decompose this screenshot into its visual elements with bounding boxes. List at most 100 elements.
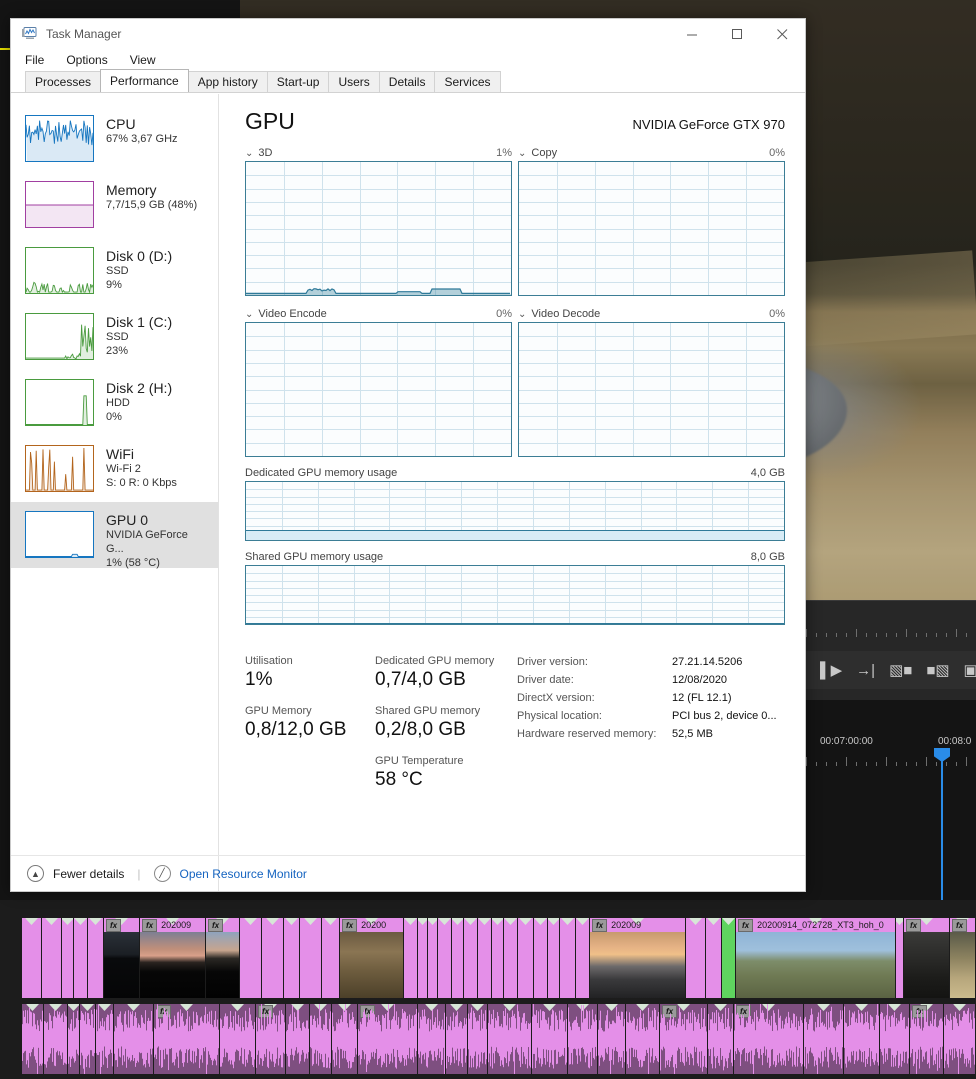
timeline-clip[interactable] xyxy=(518,918,534,998)
timeline-clip[interactable] xyxy=(284,918,300,998)
timeline-clip[interactable] xyxy=(722,918,736,998)
chevron-down-icon[interactable]: ⌄ xyxy=(245,147,254,159)
timeline-audio-clip[interactable] xyxy=(488,1004,532,1074)
tab-performance[interactable]: Performance xyxy=(100,69,189,92)
sidebar-item-disk-0-d-[interactable]: Disk 0 (D:) SSD 9% xyxy=(11,238,218,304)
timeline-audio-clip[interactable] xyxy=(804,1004,844,1074)
timeline-clip[interactable] xyxy=(438,918,452,998)
timeline-clip[interactable] xyxy=(22,918,42,998)
timeline-audio-clip[interactable] xyxy=(844,1004,880,1074)
timeline-clip[interactable] xyxy=(478,918,492,998)
timeline-clip[interactable] xyxy=(896,918,904,998)
tab-app-history[interactable]: App history xyxy=(187,71,268,92)
menu-bar[interactable]: File Options View xyxy=(11,49,805,71)
window-controls[interactable] xyxy=(670,19,805,49)
menu-view[interactable]: View xyxy=(129,53,156,67)
engine-cell-3d[interactable]: ⌄ 3D 1% xyxy=(245,147,512,296)
sidebar-item-cpu[interactable]: CPU 67% 3,67 GHz xyxy=(11,106,218,172)
timeline-audio-clip[interactable] xyxy=(944,1004,976,1074)
engine-label-row-video-decode[interactable]: ⌄ Video Decode 0% xyxy=(518,308,785,320)
engine-label-row-copy[interactable]: ⌄ Copy 0% xyxy=(518,147,785,159)
timeline-audio-clip[interactable] xyxy=(114,1004,154,1074)
timeline-clip[interactable]: fx 20200914_072728_XT3_hoh_0 xyxy=(736,918,896,998)
editor-tool-row[interactable]: ▌▶ →| ▧■ ■▧ ▣ xyxy=(806,651,976,689)
tab-strip[interactable]: Processes Performance App history Start-up U… xyxy=(11,69,805,93)
sidebar-item-disk-2-h-[interactable]: Disk 2 (H:) HDD 0% xyxy=(11,370,218,436)
go-to-out-icon[interactable]: →| xyxy=(856,661,876,679)
timeline-clip[interactable]: fx 202009 xyxy=(590,918,686,998)
chevron-down-icon[interactable]: ⌄ xyxy=(518,308,527,320)
sidebar-item-memory[interactable]: Memory 7,7/15,9 GB (48%) xyxy=(11,172,218,238)
timeline-audio-clip[interactable]: fx xyxy=(154,1004,220,1074)
timeline-clip[interactable] xyxy=(62,918,74,998)
chevron-down-icon[interactable]: ⌄ xyxy=(245,308,254,320)
timeline-clip[interactable] xyxy=(428,918,438,998)
timeline-audio-clip[interactable] xyxy=(708,1004,734,1074)
tab-details[interactable]: Details xyxy=(378,71,436,92)
timeline-clip[interactable]: fx xyxy=(104,918,140,998)
timeline-clip[interactable] xyxy=(322,918,340,998)
tab-start-up[interactable]: Start-up xyxy=(266,71,330,92)
window-titlebar[interactable]: Task Manager xyxy=(11,19,805,49)
timeline-audio-clip[interactable] xyxy=(22,1004,44,1074)
timeline-clip[interactable] xyxy=(262,918,284,998)
tab-services[interactable]: Services xyxy=(434,71,501,92)
timeline-clip[interactable]: fx xyxy=(206,918,240,998)
tab-users[interactable]: Users xyxy=(328,71,380,92)
timeline-audio-clip[interactable] xyxy=(96,1004,114,1074)
chevron-up-circle-icon[interactable]: ▲ xyxy=(27,865,44,882)
timeline-clip[interactable] xyxy=(492,918,504,998)
audio-track[interactable]: fx fx fx fx fx fx xyxy=(22,1004,976,1074)
sidebar-item-gpu-0[interactable]: GPU 0 NVIDIA GeForce G... 1% (58 °C) xyxy=(11,502,218,569)
timeline-clip[interactable] xyxy=(42,918,62,998)
timeline-clip[interactable] xyxy=(300,918,322,998)
timeline-audio-clip[interactable] xyxy=(44,1004,68,1074)
timeline-audio-clip[interactable] xyxy=(446,1004,468,1074)
timeline-audio-clip[interactable] xyxy=(80,1004,96,1074)
timeline-clip[interactable] xyxy=(464,918,478,998)
editor-toolbar[interactable]: ▌▶ →| ▧■ ■▧ ▣ xyxy=(806,600,976,700)
timeline-clip[interactable] xyxy=(452,918,464,998)
insert-edit-icon[interactable]: ▧■ xyxy=(889,661,913,679)
timeline-audio-clip[interactable]: fx xyxy=(256,1004,286,1074)
timeline-clip[interactable] xyxy=(404,918,418,998)
timeline-audio-clip[interactable] xyxy=(310,1004,332,1074)
timeline-clip[interactable] xyxy=(706,918,722,998)
timeline-clip[interactable] xyxy=(418,918,428,998)
timeline-clip[interactable]: fx 202009 xyxy=(140,918,206,998)
timeline-audio-clip[interactable] xyxy=(68,1004,80,1074)
timeline-audio-clip[interactable]: fx xyxy=(358,1004,418,1074)
sidebar-item-wifi[interactable]: WiFi Wi-Fi 2 S: 0 R: 0 Kbps xyxy=(11,436,218,502)
fewer-details-button[interactable]: Fewer details xyxy=(53,866,125,881)
timeline-clip[interactable] xyxy=(88,918,104,998)
timeline-clip[interactable] xyxy=(74,918,88,998)
engine-cell-video-encode[interactable]: ⌄ Video Encode 0% xyxy=(245,308,512,457)
resource-monitor-icon[interactable]: ╱ xyxy=(153,865,171,882)
task-manager-window[interactable]: Task Manager File Options View Processes… xyxy=(10,18,806,892)
timeline-clip[interactable] xyxy=(534,918,548,998)
timeline-audio-clip[interactable]: fx xyxy=(910,1004,944,1074)
video-track[interactable]: fx fx 202009 fx fx 20200 fx 202009 fx 20200914_07… xyxy=(22,918,976,998)
timeline-audio-clip[interactable] xyxy=(626,1004,660,1074)
menu-file[interactable]: File xyxy=(25,53,45,67)
timeline-clip[interactable] xyxy=(548,918,560,998)
overwrite-edit-icon[interactable]: ■▧ xyxy=(926,661,950,679)
timeline-audio-clip[interactable] xyxy=(220,1004,256,1074)
timeline-clip[interactable]: fx xyxy=(950,918,976,998)
minimize-button[interactable] xyxy=(670,19,715,49)
timeline-audio-clip[interactable]: fx xyxy=(734,1004,804,1074)
timeline-clip[interactable] xyxy=(504,918,518,998)
menu-options[interactable]: Options xyxy=(66,53,108,67)
timeline-audio-clip[interactable] xyxy=(418,1004,446,1074)
close-button[interactable] xyxy=(760,19,805,49)
timeline-audio-clip[interactable]: fx xyxy=(660,1004,708,1074)
engine-label-row-video-encode[interactable]: ⌄ Video Encode 0% xyxy=(245,308,512,320)
open-resource-monitor-link[interactable]: Open Resource Monitor xyxy=(179,866,307,881)
resource-sidebar[interactable]: CPU 67% 3,67 GHz Memory 7,7/15,9 GB (48%) Di… xyxy=(11,94,219,891)
sidebar-item-disk-1-c-[interactable]: Disk 1 (C:) SSD 23% xyxy=(11,304,218,370)
timeline-clip[interactable] xyxy=(560,918,576,998)
engine-label-row-3d[interactable]: ⌄ 3D 1% xyxy=(245,147,512,159)
engine-cell-copy[interactable]: ⌄ Copy 0% xyxy=(518,147,785,296)
timeline-clip[interactable]: fx 20200 xyxy=(340,918,404,998)
play-in-icon[interactable]: ▌▶ xyxy=(820,661,843,679)
